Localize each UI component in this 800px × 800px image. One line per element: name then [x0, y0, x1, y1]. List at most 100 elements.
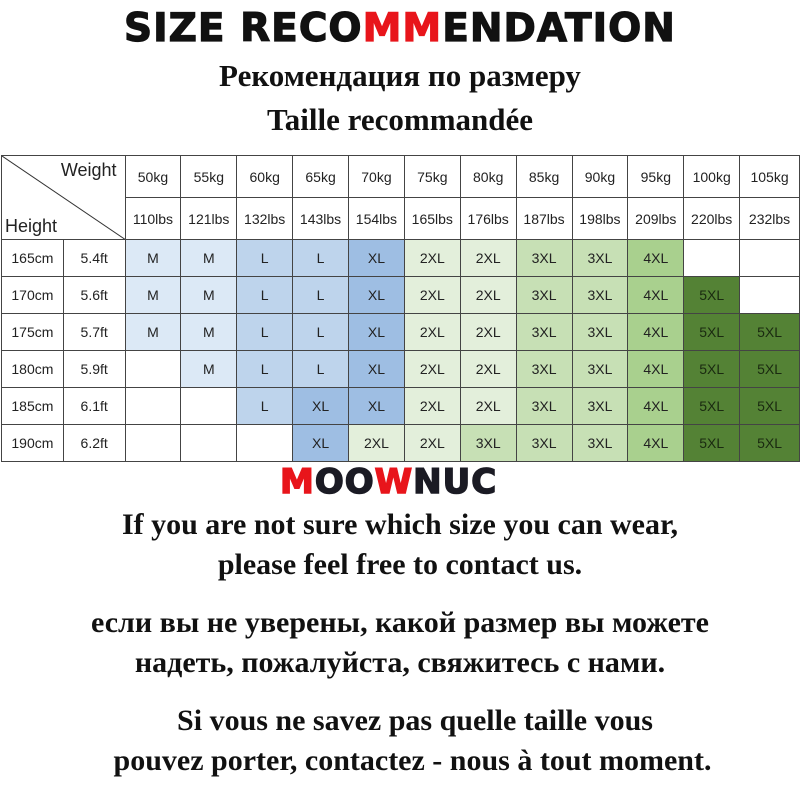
title-part: SIZE RECO — [123, 5, 363, 51]
size-cell: M — [180, 239, 238, 277]
table-row: 170cm 5.6ft M M L L XL 2XL 2XL 3XL 3XL 4XL 5XL — [1, 276, 800, 314]
logo-part: M — [279, 462, 315, 502]
size-cell — [236, 424, 294, 462]
size-cell: 3XL — [459, 424, 517, 462]
weight-lbs-header: 132lbs — [236, 197, 294, 240]
weight-lbs-header: 209lbs — [627, 197, 685, 240]
size-cell: M — [124, 313, 182, 351]
table-row: 185cm 6.1ft L XL XL 2XL 2XL 3XL 3XL 4XL 5XL 5XL — [1, 387, 800, 425]
weight-label: Weight — [60, 160, 117, 180]
size-chart-table: Weight Height 50kg 55kg 60kg 65kg 70kg 75kg 80kg… — [1, 155, 800, 462]
weight-kg-header: 85kg — [515, 155, 573, 198]
weight-lbs-header: 198lbs — [571, 197, 629, 240]
note-line: please feel free to contact us. — [217, 548, 583, 581]
size-cell: L — [292, 313, 349, 351]
corner-cell: Weight Height — [1, 155, 126, 240]
size-cell: L — [292, 276, 349, 314]
size-cell: XL — [348, 239, 405, 277]
weight-kg-header: 100kg — [683, 155, 741, 198]
weight-lbs-header: 143lbs — [292, 197, 349, 240]
weight-kg-header: 105kg — [739, 155, 800, 198]
size-cell: 3XL — [571, 276, 629, 314]
size-cell: 4XL — [627, 350, 685, 388]
logo-part: W — [374, 462, 414, 502]
size-cell: L — [292, 239, 349, 277]
size-cell: 2XL — [348, 424, 405, 462]
size-cell: 3XL — [571, 239, 629, 277]
note-line: Si vous ne savez pas quelle taille vous — [177, 704, 653, 737]
note-line: надеть, пожалуйста, свяжитесь с нами. — [134, 646, 666, 679]
size-cell: M — [180, 313, 238, 351]
size-cell: 2XL — [459, 239, 517, 277]
size-cell: 2XL — [403, 387, 461, 425]
size-cell: 5XL — [739, 424, 800, 462]
weight-kg-header: 80kg — [459, 155, 517, 198]
height-ft: 5.6ft — [62, 276, 126, 314]
note-french: Si vous ne savez pas quelle taille vous p… — [0, 701, 800, 781]
size-cell — [124, 350, 182, 388]
size-cell — [683, 239, 741, 277]
brand-logo: MOOWNUC — [279, 462, 497, 502]
size-cell: 3XL — [515, 239, 573, 277]
size-cell: 3XL — [515, 276, 573, 314]
size-cell: 5XL — [683, 424, 741, 462]
weight-kg-header: 75kg — [403, 155, 461, 198]
size-cell — [739, 239, 800, 277]
size-cell — [180, 387, 238, 425]
size-cell — [124, 387, 182, 425]
note-line: если вы не уверены, какой размер вы може… — [91, 606, 709, 639]
size-cell: XL — [348, 350, 405, 388]
table-row: 175cm 5.7ft M M L L XL 2XL 2XL 3XL 3XL 4XL 5XL 5XL — [1, 313, 800, 351]
size-cell: 2XL — [459, 313, 517, 351]
header-row-lbs: 110lbs 121lbs 132lbs 143lbs 154lbs 165lbs 176l… — [2, 197, 800, 240]
height-ft: 6.1ft — [62, 387, 126, 425]
size-cell: 5XL — [739, 313, 800, 351]
weight-kg-header: 70kg — [348, 155, 405, 198]
title-part: ENDATION — [442, 5, 676, 51]
note-line: pouvez porter, contactez - nous à tout m… — [113, 744, 712, 777]
weight-lbs-header: 176lbs — [459, 197, 517, 240]
size-cell: L — [236, 313, 294, 351]
size-cell: 3XL — [571, 424, 629, 462]
size-cell — [124, 424, 182, 462]
title-highlight: MM — [362, 5, 443, 51]
size-cell: 2XL — [459, 276, 517, 314]
size-cell: L — [236, 239, 294, 277]
size-cell: 3XL — [571, 387, 629, 425]
size-cell: 3XL — [571, 350, 629, 388]
height-cm: 165cm — [1, 239, 64, 277]
table-row: 165cm 5.4ft M M L L XL 2XL 2XL 3XL 3XL 4XL — [1, 239, 800, 277]
size-cell: 2XL — [459, 387, 517, 425]
size-cell: XL — [292, 387, 349, 425]
height-cm: 185cm — [1, 387, 64, 425]
diagonal-divider — [2, 156, 125, 239]
weight-lbs-header: 154lbs — [348, 197, 405, 240]
note-russian: если вы не уверены, какой размер вы може… — [0, 603, 800, 683]
size-cell: 2XL — [403, 276, 461, 314]
weight-kg-header: 50kg — [124, 155, 182, 198]
height-ft: 5.9ft — [62, 350, 126, 388]
size-cell: 4XL — [627, 276, 685, 314]
size-cell: 5XL — [739, 387, 800, 425]
subtitle-french: Taille recommandée — [266, 102, 534, 137]
weight-kg-header: 65kg — [292, 155, 349, 198]
size-cell: M — [180, 350, 238, 388]
weight-lbs-header: 187lbs — [515, 197, 573, 240]
size-cell: 5XL — [683, 313, 741, 351]
size-cell: XL — [292, 424, 349, 462]
size-cell: L — [236, 387, 294, 425]
logo-part: OO — [314, 462, 375, 502]
note-line: If you are not sure which size you can w… — [121, 508, 679, 541]
size-cell: 2XL — [403, 350, 461, 388]
size-cell: M — [124, 276, 182, 314]
size-cell: 2XL — [459, 350, 517, 388]
size-cell: 5XL — [683, 276, 741, 314]
size-cell: L — [236, 276, 294, 314]
size-cell: XL — [348, 313, 405, 351]
height-cm: 175cm — [1, 313, 64, 351]
size-cell — [180, 424, 238, 462]
weight-kg-header: 90kg — [571, 155, 629, 198]
weight-kg-header: 55kg — [180, 155, 238, 198]
page-title: SIZE RECOMMENDATION — [0, 5, 800, 51]
weight-lbs-header: 110lbs — [124, 197, 182, 240]
